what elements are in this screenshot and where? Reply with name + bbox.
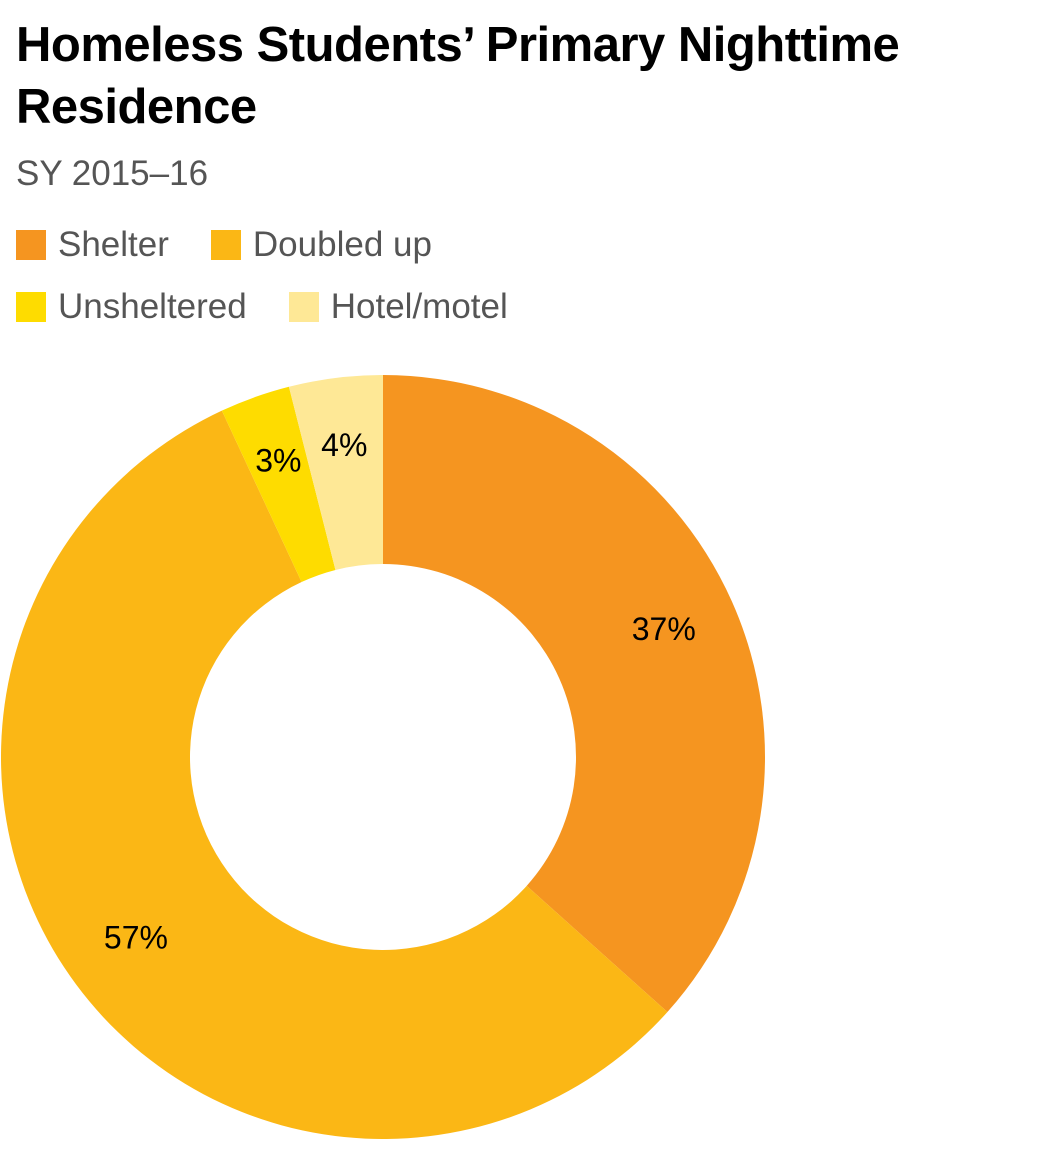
legend-label-hotel-motel: Hotel/motel bbox=[330, 287, 508, 326]
legend-item-doubled-up: Doubled up bbox=[210, 223, 432, 267]
legend-item-hotel-motel: Hotel/motel bbox=[288, 285, 508, 329]
legend-item-shelter: Shelter bbox=[16, 223, 169, 267]
chart-subtitle: SY 2015–16 bbox=[16, 154, 209, 193]
data-label-doubled-up: 57% bbox=[104, 920, 168, 956]
donut-chart: 37% 57% 3% 4% bbox=[1, 375, 766, 1139]
legend-swatch-doubled-up bbox=[210, 230, 241, 260]
legend-label-shelter: Shelter bbox=[58, 225, 169, 264]
legend-swatch-unsheltered bbox=[16, 292, 46, 322]
data-label-unsheltered: 3% bbox=[255, 443, 301, 479]
chart-title: Homeless Students’ Primary Nighttime Res… bbox=[16, 18, 900, 134]
legend-swatch-hotel-motel bbox=[288, 292, 319, 322]
legend-item-unsheltered: Unsheltered bbox=[16, 285, 247, 329]
slice-doubled-up bbox=[1, 410, 668, 1139]
legend-swatch-shelter bbox=[16, 230, 46, 260]
legend-label-doubled-up: Doubled up bbox=[252, 225, 432, 264]
legend-label-unsheltered: Unsheltered bbox=[58, 287, 247, 326]
slice-shelter bbox=[383, 375, 766, 1013]
slice-hotel-motel bbox=[288, 375, 383, 570]
slice-unsheltered bbox=[221, 386, 336, 583]
legend-row: Shelter Doubled up bbox=[16, 214, 716, 276]
legend-row: Unsheltered Hotel/motel bbox=[16, 276, 716, 338]
data-label-hotel-motel: 4% bbox=[321, 427, 367, 463]
data-label-shelter: 37% bbox=[632, 611, 696, 647]
chart-legend: Shelter Doubled up Unsheltered Hotel/mot… bbox=[16, 214, 716, 338]
